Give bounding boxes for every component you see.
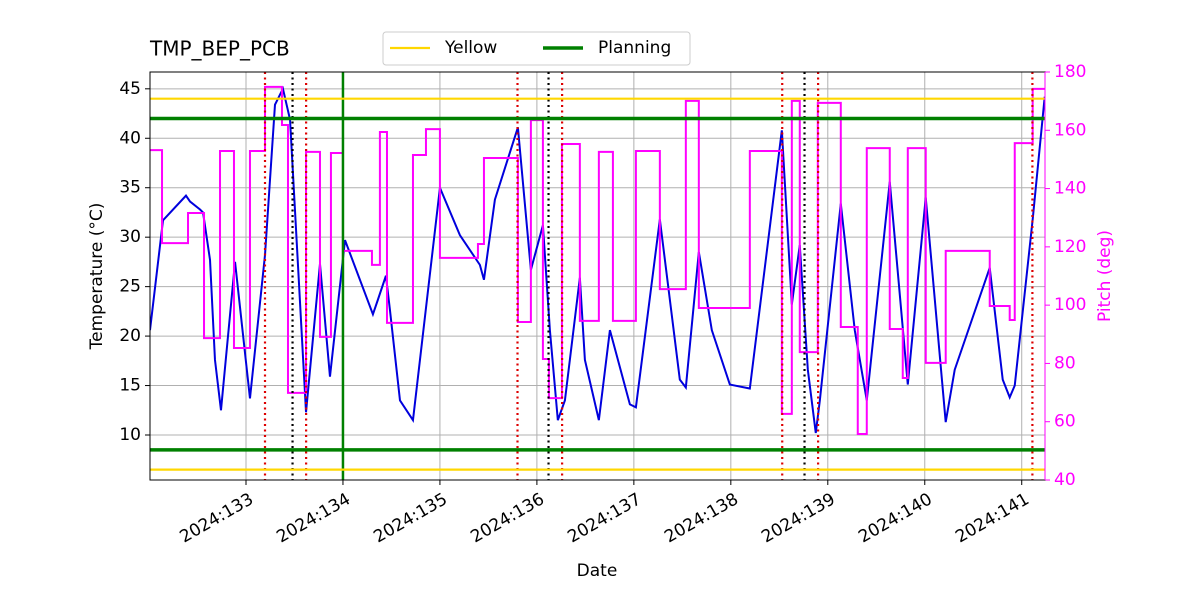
legend-label: Planning bbox=[598, 38, 671, 58]
x-tick-label: 2024:140 bbox=[855, 489, 936, 547]
x-tick-label: 2024:141 bbox=[952, 489, 1033, 547]
y-axis-label: Temperature (°C) bbox=[87, 203, 107, 351]
y2-tick-label: 40 bbox=[1054, 470, 1076, 490]
x-tick-label: 2024:133 bbox=[176, 489, 257, 547]
x-tick-label: 2024:134 bbox=[273, 489, 354, 547]
plot-frame bbox=[149, 71, 1046, 481]
y2-tick-label: 60 bbox=[1054, 412, 1076, 432]
y-tick-label: 10 bbox=[119, 425, 141, 445]
y-tick-label: 35 bbox=[119, 178, 141, 198]
x-tick-label: 2024:137 bbox=[564, 489, 645, 547]
y-tick-label: 30 bbox=[119, 227, 141, 247]
x-tick-label: 2024:135 bbox=[370, 489, 451, 547]
y2-tick-label: 180 bbox=[1054, 62, 1086, 82]
y2-tick-label: 160 bbox=[1054, 120, 1086, 140]
y2-tick-label: 80 bbox=[1054, 353, 1076, 373]
y2-axis-label: Pitch (deg) bbox=[1095, 230, 1115, 322]
plot-area bbox=[150, 72, 1045, 480]
x-axis-label: Date bbox=[577, 561, 618, 581]
chart-title: TMP_BEP_PCB bbox=[149, 37, 290, 61]
legend-box bbox=[382, 31, 691, 66]
data-line bbox=[150, 85, 1045, 434]
y-tick-label: 15 bbox=[119, 376, 141, 396]
x-tick-label: 2024:136 bbox=[467, 489, 548, 547]
y2-tick-label: 140 bbox=[1054, 179, 1086, 199]
x-tick-label: 2024:138 bbox=[661, 489, 742, 547]
y-tick-label: 45 bbox=[119, 79, 141, 99]
legend: Yellow Planning bbox=[382, 31, 691, 66]
y-tick-label: 25 bbox=[119, 277, 141, 297]
y-tick-label: 40 bbox=[119, 128, 141, 148]
legend-label: Yellow bbox=[444, 38, 497, 58]
y2-tick-label: 100 bbox=[1054, 295, 1086, 315]
y2-tick-label: 120 bbox=[1054, 237, 1086, 257]
y-tick-label: 20 bbox=[119, 326, 141, 346]
data-line bbox=[150, 85, 1045, 435]
x-tick-label: 2024:139 bbox=[758, 489, 839, 547]
